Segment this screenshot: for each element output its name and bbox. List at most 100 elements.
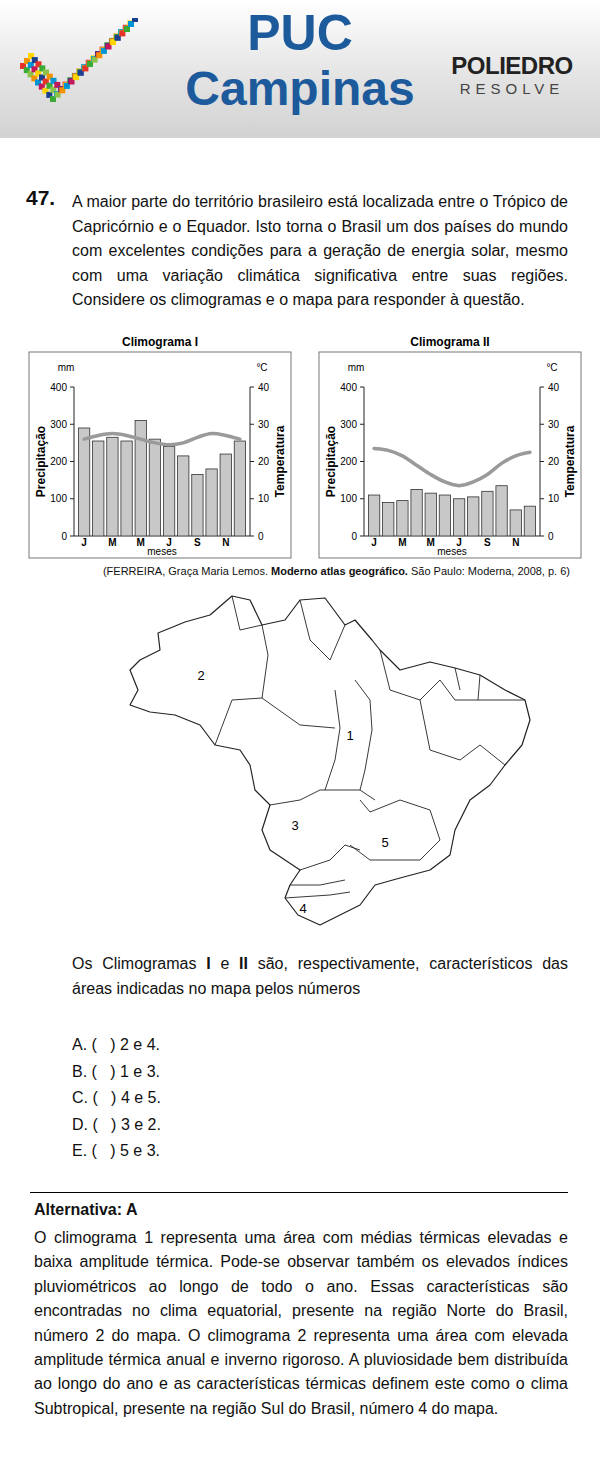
y-tick-label: 300 xyxy=(340,419,357,430)
x-tick-label: S xyxy=(484,537,491,548)
y-tick-label: 100 xyxy=(50,493,67,504)
state-border xyxy=(440,680,525,700)
state-border xyxy=(285,892,350,898)
x-tick-label: N xyxy=(222,537,229,548)
country-outline xyxy=(130,596,530,925)
brand: POLIEDRO xyxy=(442,52,582,80)
y-tick-label: 100 xyxy=(340,493,357,504)
answer-label: Alternativa: A xyxy=(34,1201,137,1219)
precip-bar xyxy=(107,437,118,536)
precip-bar xyxy=(234,441,245,536)
question-number: 47. xyxy=(26,186,55,210)
y-tick xyxy=(70,387,74,388)
precip-bar xyxy=(149,439,160,536)
prompt-part: e xyxy=(211,955,239,972)
x-tick-label: J xyxy=(371,537,377,548)
temperature-line xyxy=(84,434,240,445)
y2-unit: °C xyxy=(256,362,267,373)
precip-bar xyxy=(206,469,217,536)
separator xyxy=(30,1192,568,1193)
precip-bar xyxy=(383,502,394,536)
source-part: São Paulo: Moderna, 2008, p. 6) xyxy=(408,565,570,577)
y-tick-label: 400 xyxy=(50,382,67,393)
y-tick xyxy=(360,536,364,537)
option: B. ( ) 1 e 3. xyxy=(72,1063,160,1081)
precip-bar xyxy=(368,495,379,536)
precip-bar xyxy=(121,441,132,536)
prompt-part: Os Climogramas xyxy=(72,955,206,972)
y2-tick xyxy=(250,424,254,425)
x-label: meses xyxy=(147,546,176,557)
precip-bar xyxy=(192,475,203,536)
x-tick-label: M xyxy=(398,537,406,548)
option: E. ( ) 5 e 3. xyxy=(72,1142,160,1160)
y-tick xyxy=(360,387,364,388)
y2-tick xyxy=(540,387,544,388)
y-unit: mm xyxy=(348,362,365,373)
state-border xyxy=(232,596,262,630)
y2-tick-label: 0 xyxy=(548,531,554,542)
y2-label: Temperatura xyxy=(273,425,287,497)
x-tick-label: N xyxy=(512,537,519,548)
state-border xyxy=(215,625,268,745)
plot-area xyxy=(78,421,245,536)
state-border xyxy=(350,800,440,860)
precip-bar xyxy=(397,501,408,536)
y-tick xyxy=(360,498,364,499)
state-border xyxy=(270,790,320,805)
y2-tick-label: 20 xyxy=(258,456,270,467)
state-border xyxy=(300,845,360,870)
map-label: 4 xyxy=(299,901,306,916)
source-part: (FERREIRA, Graça Maria Lemos. xyxy=(103,565,271,577)
y2-tick xyxy=(540,536,544,537)
y2-label: Temperatura xyxy=(563,425,577,497)
y2-tick-label: 10 xyxy=(258,493,270,504)
chart-title: Climograma I xyxy=(122,335,198,349)
y-tick-label: 300 xyxy=(50,419,67,430)
y2-tick xyxy=(540,461,544,462)
state-border xyxy=(355,680,372,790)
chart-frame xyxy=(319,352,581,558)
precip-bar xyxy=(482,491,493,536)
y-tick xyxy=(70,536,74,537)
y-tick xyxy=(360,424,364,425)
y2-tick xyxy=(250,536,254,537)
y2-tick xyxy=(250,387,254,388)
state-border xyxy=(300,600,345,660)
logo-square xyxy=(132,18,138,22)
y2-tick-label: 0 xyxy=(258,531,264,542)
state-border xyxy=(420,700,505,765)
precip-bar xyxy=(78,428,89,536)
option: C. ( ) 4 e 5. xyxy=(72,1089,161,1107)
y2-tick-label: 10 xyxy=(548,493,560,504)
state-border xyxy=(320,790,375,800)
y2-tick-label: 40 xyxy=(548,382,560,393)
y-tick xyxy=(70,461,74,462)
precip-bar xyxy=(178,456,189,536)
y2-tick xyxy=(250,498,254,499)
brand-sub: RESOLVE xyxy=(442,80,582,97)
y-tick-label: 200 xyxy=(50,456,67,467)
precip-bar xyxy=(93,441,104,536)
x-tick-label: M xyxy=(108,537,116,548)
x-tick-label: S xyxy=(194,537,201,548)
y-tick-label: 400 xyxy=(340,382,357,393)
precip-bar xyxy=(425,493,436,536)
y2-unit: °C xyxy=(546,362,557,373)
plot-area xyxy=(368,448,535,536)
y-tick xyxy=(70,498,74,499)
x-tick-label: M xyxy=(427,537,435,548)
x-tick-label: J xyxy=(81,537,87,548)
y2-tick-label: 30 xyxy=(548,419,560,430)
source-part: Moderno atlas geográfico. xyxy=(271,565,408,577)
precip-bar xyxy=(220,454,231,536)
map-label: 3 xyxy=(291,818,298,833)
question-text: A maior parte do território brasileiro e… xyxy=(72,190,568,313)
y-label: Precipitação xyxy=(324,426,338,497)
logo xyxy=(12,18,152,128)
state-border xyxy=(380,650,440,700)
state-border xyxy=(325,690,340,790)
x-tick-label: M xyxy=(137,537,145,548)
y-unit: mm xyxy=(58,362,75,373)
y2-tick-label: 20 xyxy=(548,456,560,467)
